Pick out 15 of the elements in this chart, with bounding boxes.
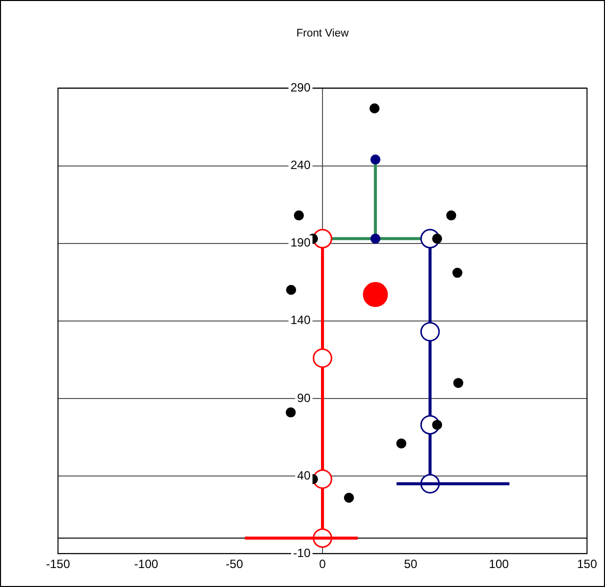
y-tick-label: 290 [290, 80, 311, 95]
y-tick-label: 190 [290, 236, 311, 250]
x-tick-label: -50 [226, 557, 244, 572]
x-tick-label: 50 [404, 557, 418, 572]
chart-title: Front View [296, 28, 349, 40]
y-tick-label: 40 [297, 468, 311, 482]
y-tick-label: 140 [290, 313, 311, 328]
x-tick-label: 100 [488, 557, 510, 572]
x-tick-label: -150 [46, 557, 70, 572]
x-tick-label: 0 [319, 557, 326, 572]
y-tick-label: 90 [297, 390, 311, 405]
y-tick-label: -10 [293, 546, 311, 560]
x-tick-label: 150 [576, 557, 598, 572]
y-tick-label: 240 [290, 158, 311, 172]
x-tick-label: -100 [134, 557, 158, 572]
